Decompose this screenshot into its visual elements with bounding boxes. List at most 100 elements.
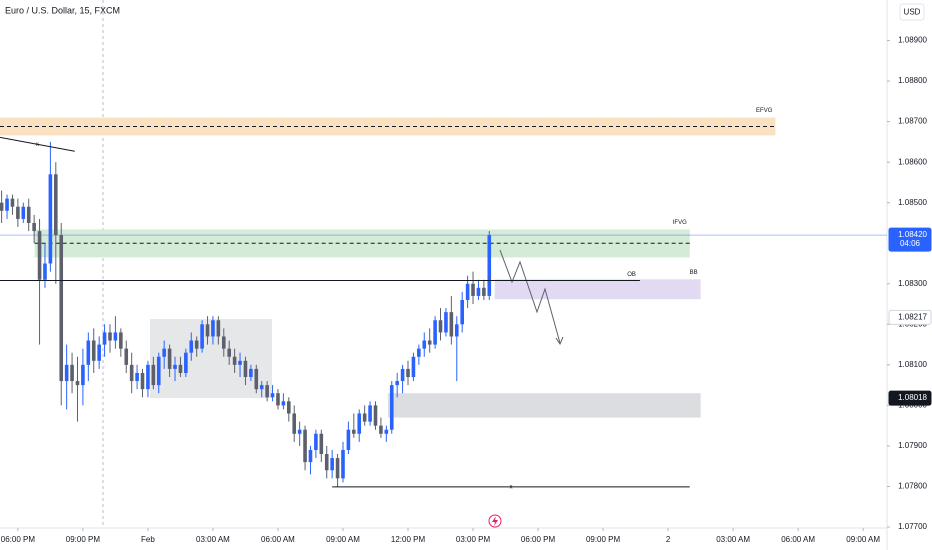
price-label: 1.08217 [898,313,927,322]
candle-body [178,364,183,373]
candle-body [238,360,242,365]
candle-body [54,174,58,236]
candle-body [433,320,437,345]
candle-body [59,235,64,382]
candle-body [151,364,156,386]
candle-body [330,458,334,471]
candle-body [119,332,123,349]
candle-body [476,287,481,296]
candle-body [482,287,486,296]
y-tick-label: 1.08700 [898,117,927,126]
candle-body [259,385,264,390]
candle-body [70,364,74,382]
y-tick-label: 1.08800 [898,76,927,85]
candle-body [75,381,80,386]
candle-body [249,368,253,378]
zone-label: BB [690,270,698,276]
projection-arrow [499,249,561,344]
candle-body [124,348,129,365]
currency-button[interactable] [899,3,925,21]
x-tick-label: 09:00 AM [326,535,360,544]
candle-body [135,372,139,382]
candle-body [108,332,112,341]
candle-body [454,324,459,337]
candle-body [86,340,91,365]
candle-body [449,312,454,337]
candle-body [292,413,297,434]
x-tick-label: 03:00 PM [456,535,491,544]
candle-body [422,340,427,349]
candle-body [205,324,210,337]
candle-body [37,231,42,280]
candle-body [81,364,85,386]
candle-body [254,368,259,390]
candle-body [417,348,421,357]
candle-body [0,202,4,211]
price-label-box [888,309,932,325]
candle-body [232,356,237,365]
candle-body [211,320,215,337]
y-tick-label: 1.07900 [898,441,927,450]
price-label: 1.08420 [898,230,927,239]
x-tick-label: 12:00 PM [391,535,426,544]
candle-body [227,348,232,357]
y-tick-label: 1.07700 [898,522,927,531]
candle-body [97,344,101,361]
candle-body [184,352,188,373]
y-tick-label: 1.08100 [898,360,927,369]
candle-body [276,393,280,406]
candle-body [48,174,53,264]
candle-body [406,368,410,378]
candle-body [140,372,145,390]
candle-body [346,429,351,450]
candle-body [341,449,345,479]
x-tick-label: 09:00 PM [66,535,101,544]
candle-body [265,385,269,398]
axes: 1.08900 1.08800 1.08700 1.08600 1.08500 1.083… [1,36,932,544]
price-label-box [888,390,932,406]
y-tick-label: 1.08500 [898,198,927,207]
candle-body [487,235,492,296]
zone [387,393,701,418]
candle-body [471,283,475,296]
x-tick-label: Feb [141,535,155,544]
x-tick-label: 09:00 PM [586,535,621,544]
candle-body [221,336,226,349]
zone [34,229,690,258]
line-label: x [36,142,39,148]
candle-body [243,360,248,378]
chart-title: Euro / U.S. Dollar, 15, FXCM [5,5,120,15]
candle-body [357,413,362,434]
candle-body [91,340,96,361]
currency-label[interactable]: USD [904,8,921,17]
y-tick-label: 1.08300 [898,279,927,288]
candle-body [113,332,118,341]
candle-body [162,348,166,357]
candle-body [16,206,20,219]
x-tick-label: 2 [666,535,671,544]
candle-body [352,429,356,434]
candle-body [156,356,161,386]
zone [494,279,701,300]
x-tick-label: 06:00 AM [261,535,295,544]
x-tick-label: 06:00 PM [1,535,36,544]
candle-body [21,206,26,219]
x-tick-label: 09:00 AM [846,535,880,544]
candle-body [200,324,204,349]
candle-body [32,222,36,232]
candle-body [146,364,150,390]
candle-body [465,283,470,300]
candle-body [379,425,383,434]
arrow-head [555,336,564,346]
candle-body [270,393,275,398]
candle-body [324,454,329,471]
candles [0,141,492,487]
candle-body [167,348,172,369]
candle-body [438,320,443,333]
line-label: x [509,484,512,490]
candle-body [303,429,307,463]
candle-body [173,364,177,369]
candle-body [368,405,372,422]
event-bolt [492,516,498,526]
line-label: OB [627,272,636,278]
